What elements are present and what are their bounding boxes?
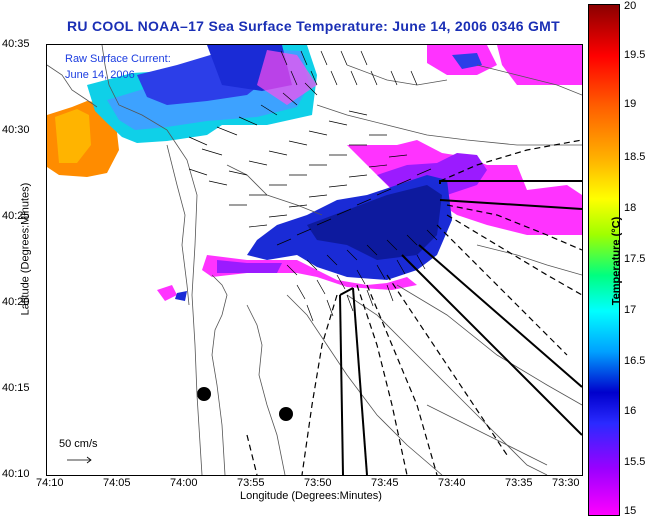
colorbar-tick: 18	[624, 202, 637, 214]
colorbar-tick: 17.5	[624, 253, 646, 265]
x-tick: 73:35	[505, 477, 533, 489]
colorbar-tick: 15	[624, 505, 637, 517]
x-tick: 73:40	[438, 477, 466, 489]
y-tick: 40:30	[2, 124, 30, 136]
current-label-line1: Raw Surface Current:	[65, 53, 171, 65]
x-axis-label: Longitude (Degrees:Minutes)	[240, 490, 382, 502]
colorbar-tick: 16	[624, 405, 637, 417]
y-tick: 40:25	[2, 210, 30, 222]
scale-arrow	[67, 456, 92, 464]
temperature-colorbar	[588, 4, 620, 516]
y-tick: 40:35	[2, 38, 30, 50]
shipping-lane-dashes	[246, 139, 582, 475]
shipping-lanes	[339, 180, 582, 475]
map-area: Raw Surface Current: June 14, 2006 50 cm…	[46, 44, 583, 476]
sst-map	[47, 45, 582, 475]
colorbar-title: Temperature (°C)	[610, 216, 623, 306]
scale-bar-label: 50 cm/s	[59, 438, 98, 450]
colorbar-tick: 20	[624, 0, 637, 12]
sst-patches	[47, 45, 582, 421]
current-label-line2: June 14, 2006	[65, 69, 135, 81]
x-tick: 74:05	[103, 477, 131, 489]
x-tick: 74:10	[36, 477, 64, 489]
x-tick: 73:50	[304, 477, 332, 489]
x-tick: 73:30	[552, 477, 580, 489]
map-title: RU COOL NOAA–17 Sea Surface Temperature:…	[66, 18, 560, 34]
y-axis-label: Latitude (Degrees:Minutes)	[19, 182, 32, 316]
current-vectors	[188, 50, 438, 322]
x-tick: 73:55	[237, 477, 265, 489]
x-tick: 74:00	[170, 477, 198, 489]
colorbar-tick: 19.5	[624, 49, 646, 61]
y-tick: 40:10	[2, 468, 30, 480]
colorbar-tick: 18.5	[624, 151, 646, 163]
colorbar-tick: 17	[624, 304, 637, 316]
colorbar-tick: 16.5	[624, 355, 646, 367]
x-tick: 73:45	[371, 477, 399, 489]
colorbar-tick: 15.5	[624, 456, 646, 468]
colorbar-tick: 19	[624, 98, 637, 110]
y-tick: 40:15	[2, 382, 30, 394]
y-tick: 40:20	[2, 296, 30, 308]
